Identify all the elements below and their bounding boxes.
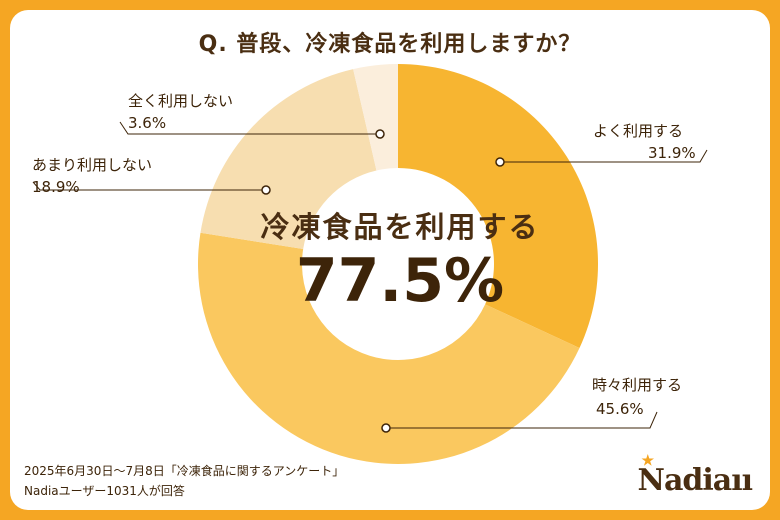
leader-never-line xyxy=(119,121,380,135)
slice-value-sometimes: 45.6% xyxy=(596,400,644,418)
slice-sometimes xyxy=(198,232,580,464)
leader-lines xyxy=(32,121,708,433)
leader-never-dot xyxy=(375,129,385,139)
survey-period: 2025年6月30日～7月8日「冷凍食品に関するアンケート」 xyxy=(24,464,345,478)
nadia-logo: ★ Nadiaıı xyxy=(637,453,753,498)
donut-slices xyxy=(198,64,599,464)
chart-title: Q. 普段、冷凍食品を利用しますか？ xyxy=(198,32,582,57)
slice-value-rarely: 18.9% xyxy=(32,178,80,196)
leader-often-line xyxy=(500,149,708,163)
star-icon: ★ xyxy=(641,453,655,469)
infographic-card: Q. 普段、冷凍食品を利用しますか？ 冷凍食品を利用する 77.5% よく利用す… xyxy=(10,10,770,510)
slice-label-never: 全く利用しない xyxy=(128,92,234,110)
leader-rarely-dot xyxy=(261,185,271,195)
slice-never xyxy=(353,64,398,171)
donut-chart xyxy=(32,64,708,464)
leader-sometimes-line xyxy=(386,411,658,429)
slice-value-never: 3.6% xyxy=(128,114,167,132)
leader-often-dot xyxy=(495,157,505,167)
slice-rarely xyxy=(200,69,377,249)
center-label: 冷凍食品を利用する xyxy=(260,210,540,244)
leader-sometimes-dot xyxy=(381,423,391,433)
slice-often xyxy=(398,64,599,349)
slice-value-often: 31.9% xyxy=(648,144,696,162)
center-value: 77.5% xyxy=(295,246,505,316)
slice-label-sometimes: 時々利用する xyxy=(592,376,683,394)
leader-rarely-line xyxy=(32,181,266,191)
logo-text: Nadiaıı xyxy=(637,463,753,498)
survey-respondents: Nadiaユーザー1031人が回答 xyxy=(24,484,185,498)
slice-label-rarely: あまり利用しない xyxy=(32,156,153,174)
slice-label-often: よく利用する xyxy=(593,122,684,140)
